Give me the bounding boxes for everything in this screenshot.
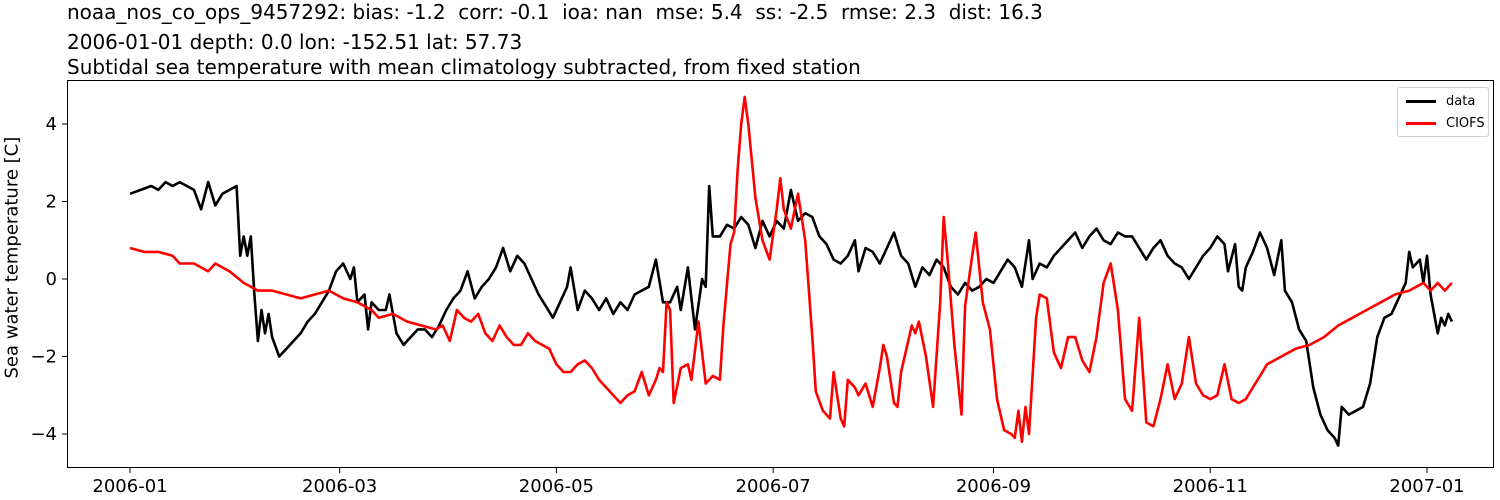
plot-frame (67, 80, 1494, 468)
legend-label-ciofs: CIOFS (1446, 115, 1485, 131)
y-tick-label: 4 (46, 114, 57, 135)
legend-label-data: data (1446, 93, 1476, 109)
y-tick-label: 2 (46, 192, 57, 213)
legend: data CIOFS (1397, 87, 1489, 137)
y-tick-label: −4 (30, 424, 57, 445)
x-tick-label: 2006-01 (92, 476, 167, 497)
x-axis: 2006-01 2006-03 2006-05 2006-07 2006-09 2006-… (92, 467, 1465, 497)
legend-swatch-data (1406, 99, 1436, 103)
chart-title-location: 2006-01-01 depth: 0.0 lon: -152.51 lat: … (67, 30, 523, 54)
x-tick-label: 2006-03 (302, 476, 377, 497)
legend-swatch-ciofs (1406, 121, 1436, 125)
series-ciofs (129, 95, 1453, 444)
legend-item-ciofs: CIOFS (1406, 115, 1485, 131)
x-tick-label: 2006-07 (736, 476, 811, 497)
chart-title-stats: noaa_nos_co_ops_9457292: bias: -1.2 corr… (67, 0, 1043, 24)
legend-item-data: data (1406, 93, 1475, 109)
series-layer (129, 95, 1454, 447)
x-tick-label: 2007-01 (1389, 476, 1464, 497)
series-data (129, 180, 1454, 447)
x-tick-label: 2006-09 (956, 476, 1031, 497)
y-tick-label: −2 (30, 347, 57, 368)
chart-title-description: Subtidal sea temperature with mean clima… (67, 55, 861, 79)
y-tick-label: 0 (46, 269, 57, 290)
y-axis-label: Sea water temperature [C] (1, 136, 23, 379)
y-axis: 4 2 0 −2 −4 (30, 114, 68, 445)
x-tick-label: 2006-11 (1173, 476, 1248, 497)
x-tick-label: 2006-05 (519, 476, 594, 497)
